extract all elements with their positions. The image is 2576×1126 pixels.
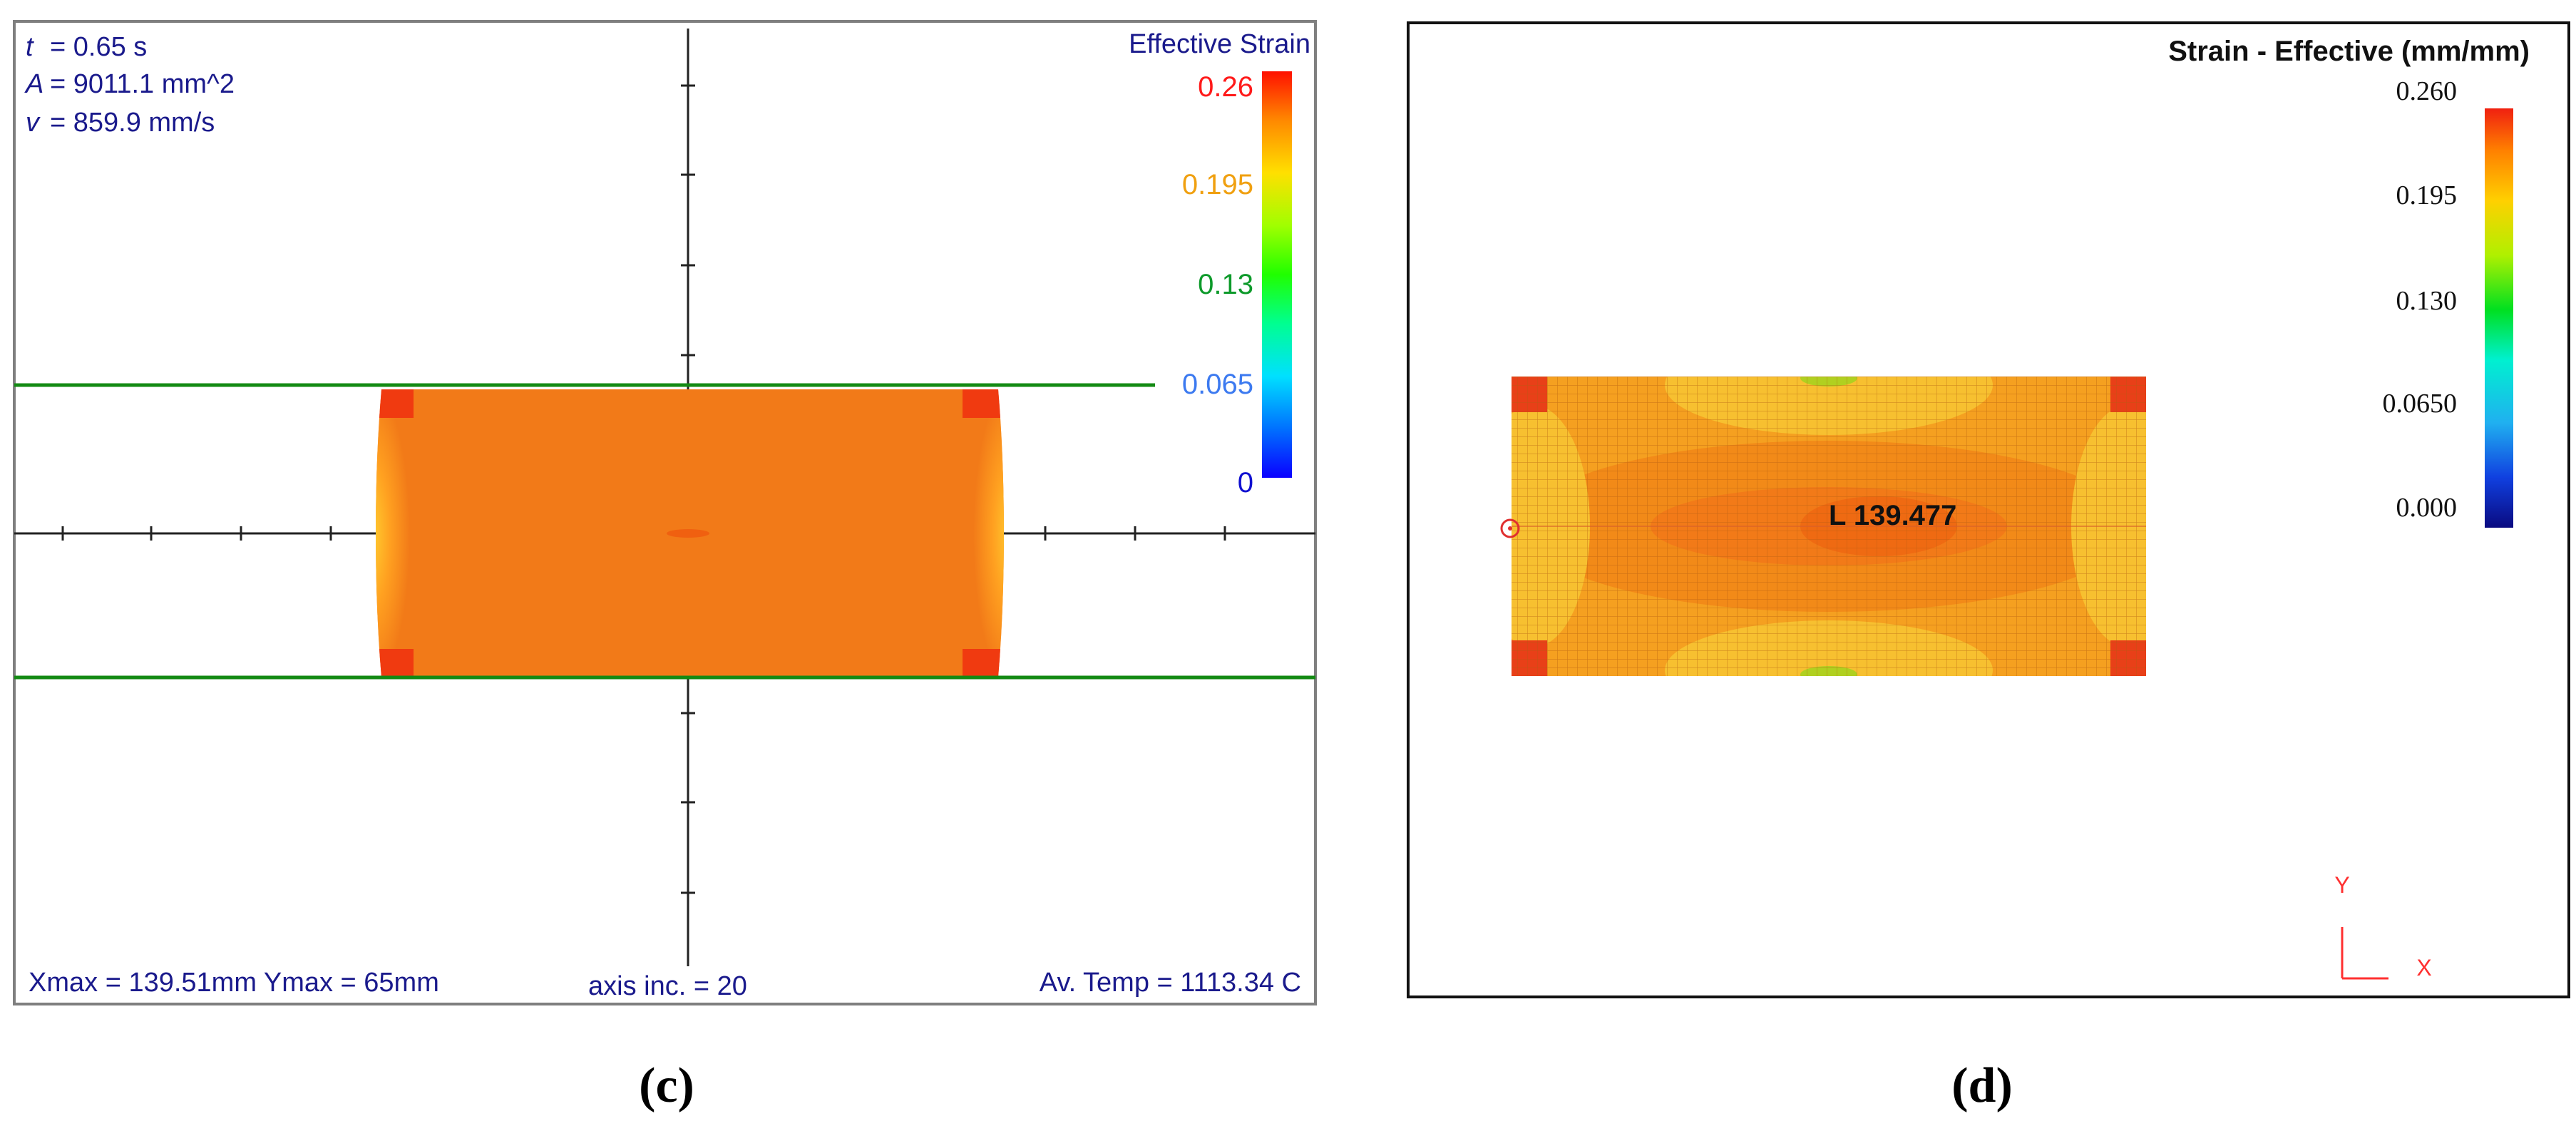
time-symbol: t xyxy=(26,32,34,62)
panel-d: L 139.477 Strain - Effective (mm/mm) 0.2… xyxy=(1407,21,2570,1113)
panel-c-tick-0: 0 xyxy=(1238,467,1253,498)
panel-c-tick-026: 0.26 xyxy=(1198,71,1253,103)
panel-d-tick-0260: 0.260 xyxy=(2396,76,2458,106)
average-temperature-readout: Av. Temp = 1113.34 C xyxy=(1040,968,1301,998)
panel-c-billet xyxy=(376,389,1004,677)
panel-d-tick-0000: 0.000 xyxy=(2396,493,2458,523)
panel-d-tick-0130: 0.130 xyxy=(2396,286,2458,316)
coordinate-triad-icon: Y X xyxy=(2334,872,2431,981)
panel-c-info: t = 0.65 s A = 9011.1 mm^2 v = 859.9 mm/… xyxy=(24,32,235,138)
time-value: = 0.65 s xyxy=(50,32,147,62)
panel-c-legend-title: Effective Strain xyxy=(1129,29,1310,59)
panel-c-tick-0195: 0.195 xyxy=(1182,169,1253,200)
panel-d-legend: Strain - Effective (mm/mm) 0.260 0.195 0… xyxy=(2168,36,2530,528)
panel-c-tick-0065: 0.065 xyxy=(1182,369,1253,400)
area-value: = 9011.1 mm^2 xyxy=(50,69,235,99)
panel-d-legend-title: Strain - Effective (mm/mm) xyxy=(2168,36,2530,67)
probe-label: L 139.477 xyxy=(1829,500,1956,531)
panel-c-tick-013: 0.13 xyxy=(1198,269,1253,300)
panel-d-caption: (d) xyxy=(1951,1058,2013,1113)
panel-d-tick-0195: 0.195 xyxy=(2396,180,2458,210)
origin-marker-icon xyxy=(1500,518,1520,538)
triad-x-label: X xyxy=(2416,955,2431,981)
extents-readout: Xmax = 139.51mm Ymax = 65mm xyxy=(29,968,439,998)
velocity-value: = 859.9 mm/s xyxy=(50,108,215,138)
panel-c-colorbar xyxy=(1262,71,1292,478)
panel-c-legend: Effective Strain 0.26 0.195 0.13 0.065 0 xyxy=(1129,29,1310,498)
triad-y-label: Y xyxy=(2334,872,2349,898)
panel-c-footer: Xmax = 139.51mm Ymax = 65mm axis inc. = … xyxy=(29,968,1301,1001)
axis-increment-readout: axis inc. = 20 xyxy=(588,971,747,1001)
area-symbol: A xyxy=(24,69,43,99)
panel-d-tick-00650: 0.0650 xyxy=(2383,389,2458,419)
panel-c: t = 0.65 s A = 9011.1 mm^2 v = 859.9 mm/… xyxy=(13,20,1317,1113)
velocity-symbol: v xyxy=(26,108,41,138)
panel-c-caption: (c) xyxy=(639,1058,694,1113)
panel-d-colorbar xyxy=(2485,108,2513,528)
